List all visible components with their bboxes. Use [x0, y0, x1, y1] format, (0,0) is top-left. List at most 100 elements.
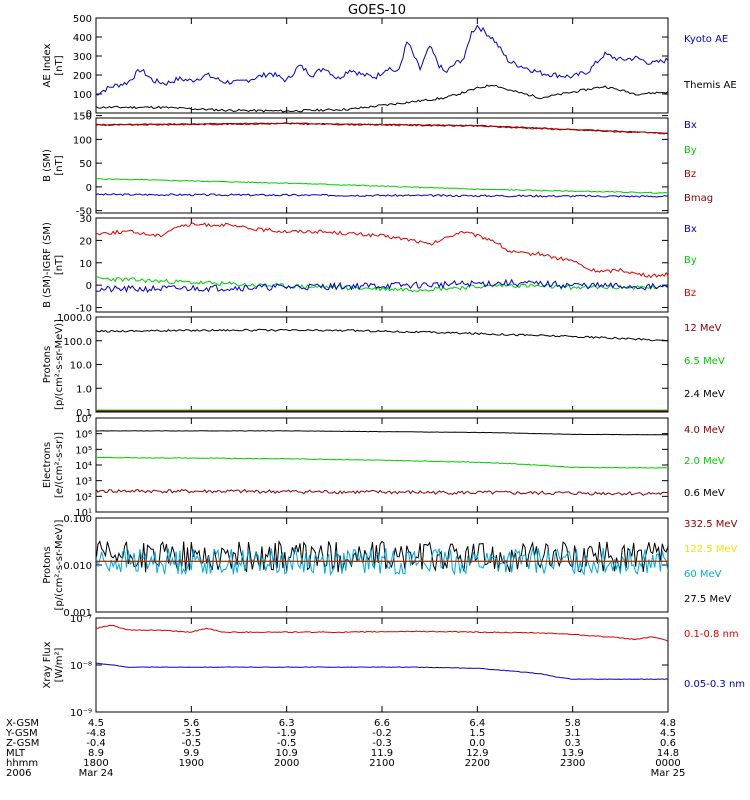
series-line-protons_hi-2: [96, 328, 668, 342]
series-line-xray-1: [96, 662, 668, 680]
y-tick-label-b-0: -50: [76, 207, 92, 218]
y-tick-label-protons_hi-0: 0.1: [76, 408, 92, 419]
y-tick-label-electrons-5: 10⁶: [75, 430, 92, 441]
footer-value-4-1: 1.5: [469, 728, 485, 739]
series-line-protons_lo-2: [96, 546, 668, 577]
y-tick-label-electrons-3: 10⁴: [75, 461, 92, 472]
y-axis-label-line: [nT]: [54, 155, 65, 175]
y-tick-label-electrons-2: 10³: [75, 477, 92, 488]
y-axis-label-xray: Xray Flux [W/m²]: [42, 641, 65, 688]
footer-value-3-2: -0.3: [372, 738, 392, 749]
footer-row-label-5: 2006: [6, 768, 31, 779]
y-axis-label-line: Xray Flux: [42, 641, 53, 688]
footer-row-label-1: Y-GSM: [5, 728, 38, 739]
y-tick-label-b-1: 0: [86, 183, 92, 194]
footer-value-5-4: 2300: [560, 758, 585, 769]
y-tick-label-xray-0: 10⁻⁹: [70, 708, 92, 719]
series-line-ae-0: [96, 24, 668, 96]
footer-value-2-4: 2000: [274, 758, 299, 769]
legend-entry-electrons-1: 2.0 MeV: [684, 456, 725, 467]
footer-row-label-2: Z-GSM: [6, 738, 39, 749]
y-tick-label-dbigrf-1: 0: [86, 281, 92, 292]
y-axis-label-line: B (SM)-IGRF (SM): [42, 222, 53, 308]
legend-entry-b-1: By: [684, 145, 697, 156]
y-axis-label-line: Protons: [42, 346, 53, 383]
y-tick-label-xray-1: 10⁻⁸: [70, 661, 92, 672]
legend-entry-xray-1: 0.05-0.3 nm: [684, 679, 745, 690]
y-tick-label-b-3: 100: [73, 135, 92, 146]
footer-row-label-3: MLT: [6, 748, 26, 759]
series-line-b-1: [96, 177, 668, 194]
legend-entry-electrons-0: 4.0 MeV: [684, 425, 725, 436]
legend-entry-protons_hi-2: 2.4 MeV: [684, 389, 725, 400]
footer-value-0-3: 8.9: [88, 748, 104, 759]
footer-value-3-0: 6.6: [374, 718, 390, 729]
footer-value-2-1: -1.9: [277, 728, 297, 739]
footer-value-4-3: 12.9: [466, 748, 488, 759]
y-tick-label-dbigrf-4: 30: [79, 214, 92, 225]
footer-value-1-0: 5.6: [183, 718, 199, 729]
footer-row-label-0: X-GSM: [6, 718, 39, 729]
y-axis-label-line: B (SM): [42, 149, 53, 182]
footer-value-6-3: 14.8: [657, 748, 679, 759]
series-line-electrons-0: [96, 488, 668, 496]
footer-value-0-1: -4.8: [86, 728, 106, 739]
y-tick-label-dbigrf-3: 20: [79, 236, 92, 247]
legend-entry-protons_lo-0: 332.5 MeV: [684, 519, 738, 530]
legend-entry-xray-0: 0.1-0.8 nm: [684, 629, 739, 640]
footer-value-0-2: -0.4: [86, 738, 106, 749]
y-tick-label-xray-2: 10⁻⁷: [70, 614, 92, 625]
y-tick-label-ae-0: 0: [86, 109, 92, 120]
series-line-dbigrf-2: [96, 222, 668, 279]
footer-value-1-1: -3.5: [182, 728, 202, 739]
footer-value-4-4: 2200: [465, 758, 490, 769]
footer-value-6-2: 0.6: [660, 738, 676, 749]
footer-value-6-4: 0000: [655, 758, 680, 769]
footer-value-4-2: 0.0: [469, 738, 485, 749]
y-tick-label-electrons-1: 10²: [75, 492, 92, 503]
y-tick-label-protons_hi-2: 10.0: [70, 361, 92, 372]
footer-value-2-2: -0.5: [277, 738, 297, 749]
y-tick-label-b-2: 50: [79, 159, 92, 170]
y-axis-label-line: [p/(cm²-s-sr-MeV)]: [54, 519, 65, 610]
y-tick-label-ae-2: 200: [73, 71, 92, 82]
y-tick-label-ae-3: 300: [73, 52, 92, 63]
legend-entry-protons_hi-0: 12 MeV: [684, 323, 722, 334]
y-axis-label-line: [e/(cm²-s-sr)]: [54, 432, 65, 498]
y-tick-label-electrons-0: 10¹: [75, 508, 92, 519]
y-axis-label-line: [nT]: [54, 55, 65, 75]
y-axis-label-line: Electrons: [42, 442, 53, 488]
y-tick-label-ae-4: 400: [73, 33, 92, 44]
legend-entry-dbigrf-2: Bz: [684, 288, 696, 299]
y-tick-label-protons_lo-0: 0.001: [63, 608, 92, 619]
legend-entry-ae-1: Themis AE: [683, 80, 737, 91]
footer-value-5-2: 0.3: [565, 738, 581, 749]
y-tick-label-electrons-4: 10⁵: [75, 445, 92, 456]
y-tick-label-protons_hi-4: 1000.0: [57, 313, 92, 324]
footer-value-5-1: 3.1: [565, 728, 581, 739]
footer-value-5-0: 5.8: [565, 718, 581, 729]
y-axis-label-line: [nT]: [54, 255, 65, 275]
footer-value-0-4: 1800: [83, 758, 108, 769]
y-axis-label-dbigrf: B (SM)-IGRF (SM) [nT]: [42, 222, 65, 308]
footer-value-4-0: 6.4: [469, 718, 485, 729]
legend-entry-protons_lo-3: 27.5 MeV: [684, 594, 731, 605]
footer-value-1-4: 1900: [179, 758, 204, 769]
series-line-electrons-2: [96, 430, 668, 436]
series-line-dbigrf-1: [96, 276, 668, 293]
y-tick-label-protons_lo-1: 0.010: [63, 561, 92, 572]
y-axis-label-line: Protons: [42, 546, 53, 583]
footer-value-5-3: 13.9: [562, 748, 584, 759]
series-line-ae-1: [96, 84, 668, 113]
chart-title: GOES-10: [348, 3, 406, 18]
series-line-dbigrf-0: [96, 278, 668, 294]
footer-value-1-3: 9.9: [183, 748, 199, 759]
footer-value-2-0: 6.3: [279, 718, 295, 729]
panel-frame-b: [95, 117, 669, 214]
legend-entry-electrons-2: 0.6 MeV: [684, 488, 725, 499]
y-tick-label-ae-5: 500: [73, 14, 92, 25]
y-axis-label-protons_lo: Protons [p/(cm²-s-sr-MeV)]: [42, 519, 65, 610]
y-axis-label-line: [W/m²]: [54, 647, 65, 682]
legend-entry-b-2: Bz: [684, 169, 696, 180]
